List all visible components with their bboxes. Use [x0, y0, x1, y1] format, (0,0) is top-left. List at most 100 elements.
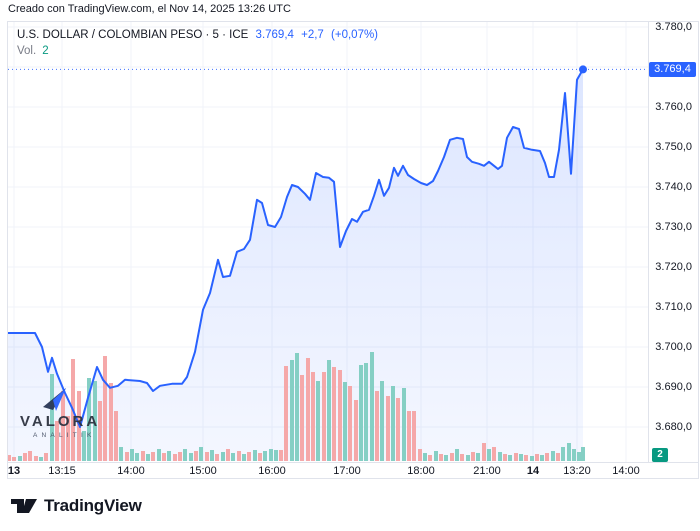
volume-bar	[109, 383, 113, 461]
volume-bar	[55, 421, 59, 461]
volume-bar	[34, 456, 38, 461]
price-scale[interactable]: 3.780,03.770,03.760,03.750,03.740,03.730…	[648, 22, 698, 462]
volume-bar	[162, 453, 166, 461]
volume-bar	[183, 449, 187, 461]
volume-bar	[263, 451, 267, 461]
chart-panel: U.S. DOLLAR / COLOMBIAN PESO · 5 · ICE 3…	[7, 21, 699, 479]
volume-bar	[157, 449, 161, 461]
watermark-subtitle: ANALITIK	[33, 432, 96, 439]
volume-bar	[167, 451, 171, 461]
volume-bar	[391, 386, 395, 461]
volume-bar	[50, 374, 54, 461]
volume-bar	[311, 372, 315, 461]
last-price-marker	[579, 65, 587, 74]
volume-bar	[253, 450, 257, 461]
volume-bar	[348, 386, 352, 461]
chart-legend: U.S. DOLLAR / COLOMBIAN PESO · 5 · ICE 3…	[17, 28, 378, 58]
volume-bar	[82, 431, 86, 461]
volume-bar	[274, 450, 278, 461]
volume-bar	[322, 372, 326, 461]
volume-bar	[210, 450, 214, 461]
volume-bar	[221, 452, 225, 461]
volume-bar	[306, 358, 310, 461]
volume-bar	[215, 454, 219, 461]
last-price-value: 3.769,4	[255, 29, 294, 41]
volume-bar	[18, 456, 22, 461]
volume-bar	[434, 451, 438, 461]
symbol-title[interactable]: U.S. DOLLAR / COLOMBIAN PESO · 5 · ICE	[17, 29, 249, 41]
volume-bar	[503, 454, 507, 461]
volume-bar	[428, 455, 432, 461]
volume-bar	[498, 452, 502, 461]
volume-bar	[380, 381, 384, 461]
volume-bar	[338, 370, 342, 461]
volume-bar	[173, 454, 177, 461]
volume-bar	[125, 452, 129, 461]
volume-bar	[66, 416, 70, 461]
time-tick-label: 21:00	[473, 465, 501, 477]
price-tick-label: 3.750,0	[655, 141, 692, 153]
volume-bar	[396, 398, 400, 461]
volume-bar	[508, 455, 512, 461]
tradingview-brand[interactable]: TradingView	[44, 496, 142, 515]
watermark: VALORA ANALITIK	[20, 386, 110, 439]
volume-bar	[545, 453, 549, 461]
time-tick-label: 13:20	[563, 465, 591, 477]
price-tick-label: 3.720,0	[655, 261, 692, 273]
price-tick-label: 3.740,0	[655, 181, 692, 193]
volume-bar	[412, 411, 416, 461]
volume-bar	[332, 367, 336, 461]
volume-bar	[114, 411, 118, 461]
volume-bar	[258, 453, 262, 461]
export-caption: Creado con TradingView.com, el Nov 14, 2…	[8, 3, 291, 15]
footer: TradingView	[10, 496, 142, 516]
volume-bar	[572, 449, 576, 461]
volume-bar	[103, 356, 107, 461]
valora-paper-plane-icon	[43, 388, 66, 411]
volume-bar	[460, 454, 464, 461]
volume-bar	[226, 449, 230, 461]
volume-bar	[23, 453, 27, 461]
volume-bar	[93, 381, 97, 461]
last-price-badge: 3.769,4	[649, 61, 696, 77]
volume-bar	[519, 454, 523, 461]
volume-bar	[567, 443, 571, 461]
price-tick-label: 3.690,0	[655, 381, 692, 393]
volume-bar	[28, 451, 32, 461]
volume-bar	[343, 382, 347, 461]
volume-bar	[231, 453, 235, 461]
volume-bar	[444, 455, 448, 461]
volume-bar	[247, 452, 251, 461]
volume-bar	[375, 391, 379, 461]
price-line	[8, 68, 584, 428]
volume-bar	[290, 360, 294, 461]
volume-bar	[530, 456, 534, 461]
volume-bar	[279, 450, 283, 461]
price-tick-label: 3.760,0	[655, 101, 692, 113]
volume-bar	[284, 366, 288, 461]
tradingview-logo-icon[interactable]	[10, 497, 37, 515]
volume-bar	[269, 449, 273, 461]
time-tick-label: 14:00	[612, 465, 640, 477]
time-scale[interactable]: 13 13:15 14:00 15:00 16:00 17:00 18:00 21:00 14 1…	[8, 462, 698, 478]
volume-bar	[561, 447, 565, 461]
volume-bar	[295, 353, 299, 461]
volume-bar	[44, 453, 48, 461]
volume-value: 2	[42, 45, 49, 57]
volume-bar	[423, 453, 427, 461]
price-tick-label: 3.680,0	[655, 421, 692, 433]
volume-bar	[466, 455, 470, 461]
volume-bar	[364, 363, 368, 461]
volume-bar	[205, 452, 209, 461]
time-tick-label: 14	[526, 465, 540, 477]
volume-label: Vol.	[17, 45, 37, 57]
chart-plot[interactable]	[8, 22, 648, 462]
volume-bar	[551, 451, 555, 461]
volume-bar	[135, 453, 139, 461]
volume-bar	[327, 360, 331, 461]
volume-bar	[354, 400, 358, 461]
volume-bar	[514, 453, 518, 461]
volume-bar	[8, 455, 11, 461]
volume-bar	[237, 451, 241, 461]
volume-bar	[370, 352, 374, 461]
